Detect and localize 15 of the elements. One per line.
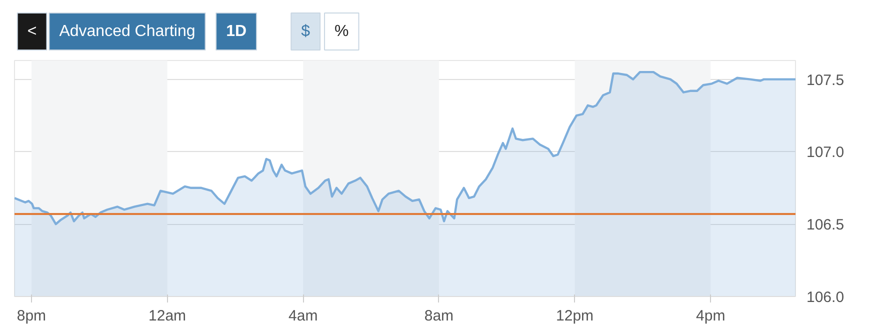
x-tick-label: 4am (288, 308, 318, 324)
y-tick-label: 106.0 (806, 289, 844, 306)
y-tick-label: 107.0 (806, 144, 844, 162)
x-tick-label: 12am (148, 308, 186, 324)
x-tick-label: 4pm (696, 308, 726, 324)
text: 1D (226, 23, 247, 40)
x-tick-label: 8pm (16, 308, 46, 324)
x-tick-label: 8am (424, 308, 454, 324)
text: % (334, 23, 349, 40)
text: Advanced Charting (59, 23, 196, 40)
x-tick-label: 12pm (556, 308, 594, 324)
text: $ (301, 23, 310, 40)
text: < (27, 23, 37, 40)
y-tick-label: 106.5 (806, 216, 844, 234)
y-tick-label: 107.5 (806, 72, 844, 89)
